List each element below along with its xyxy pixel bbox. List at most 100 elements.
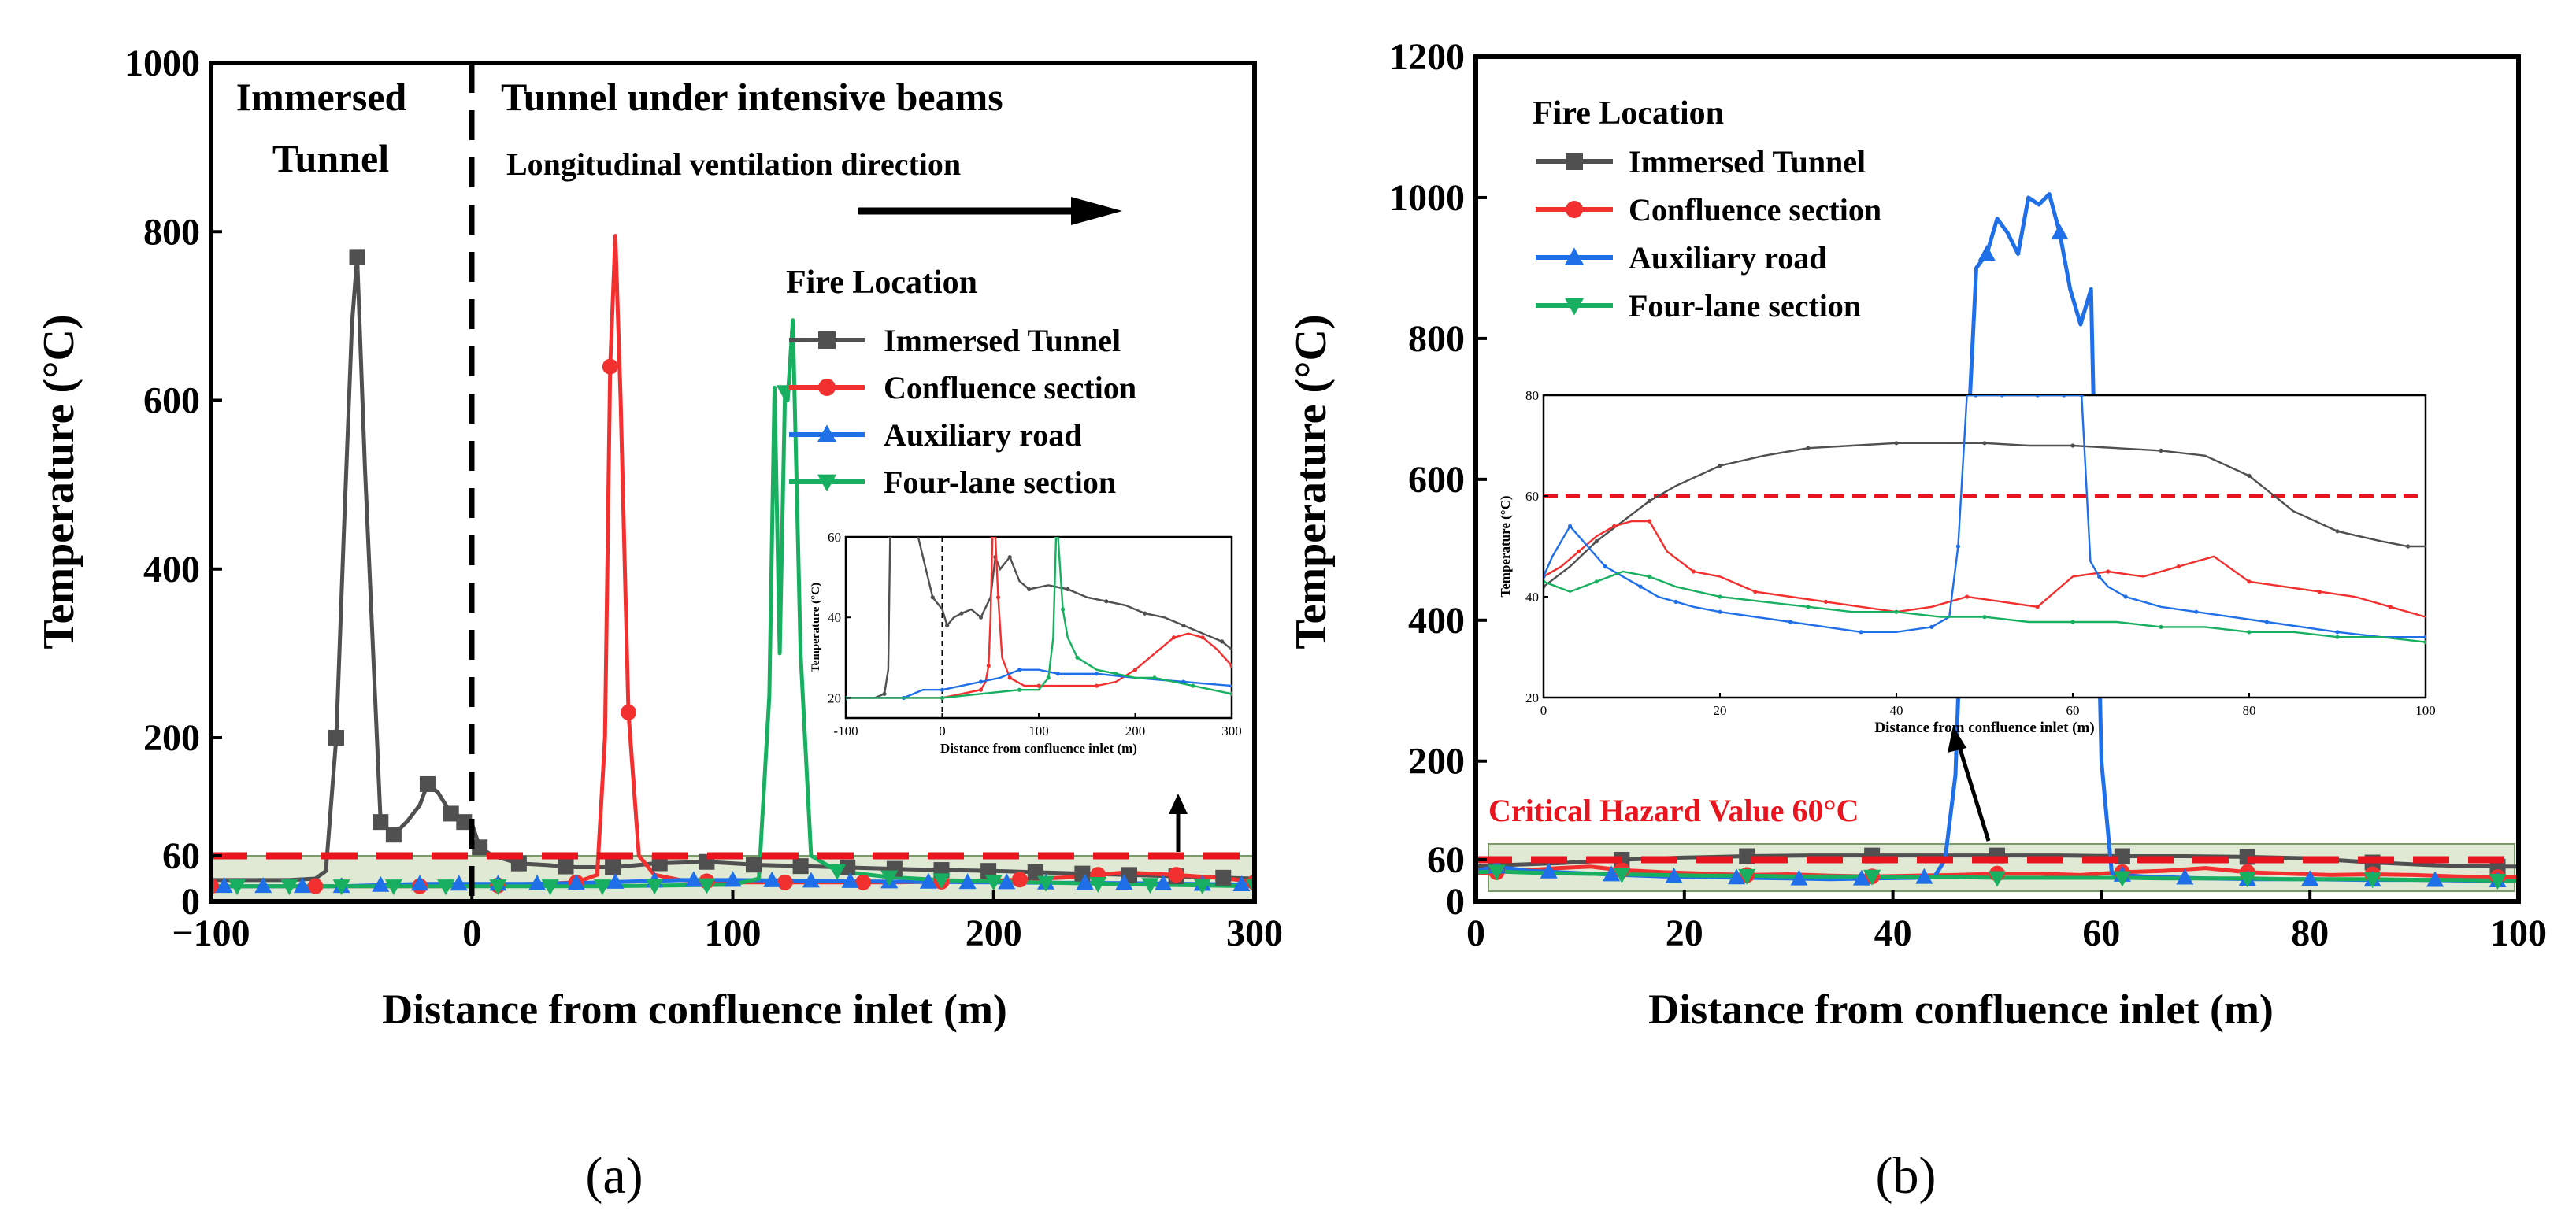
data-marker-fourlane	[2113, 871, 2131, 887]
inset-data-marker-confluence	[1577, 549, 1581, 554]
inset-data-marker-confluence	[2176, 564, 2181, 569]
data-marker-fourlane	[489, 879, 507, 896]
inset-x-tick-label: 0	[939, 724, 946, 738]
panel-b-inset-pointer-arrow-icon	[1948, 726, 1991, 842]
legend-marker-auxiliary	[1564, 247, 1585, 265]
series-line-fourlane	[211, 318, 1255, 889]
data-marker-immersed	[1739, 848, 1755, 864]
inset-data-marker-immersed	[911, 515, 915, 519]
inset-data-marker-auxiliary	[940, 687, 945, 692]
data-marker-fourlane	[2489, 874, 2507, 890]
x-tick-label: 100	[705, 912, 762, 954]
inset-x-tick-label: 20	[1714, 703, 1727, 718]
panel-a-region-left-label-2: Tunnel	[272, 136, 389, 180]
panel-a-markers-group	[211, 249, 1255, 896]
data-marker-immersed	[1215, 869, 1232, 886]
data-marker-fourlane	[437, 879, 455, 896]
inset-data-marker-immersed	[1718, 464, 1722, 468]
data-marker-auxiliary	[802, 872, 820, 888]
y-tick-label: 800	[1408, 318, 1465, 360]
data-marker-auxiliary	[1852, 869, 1870, 886]
inset-data-marker-auxiliary	[2335, 630, 2340, 635]
data-marker-immersed	[373, 814, 389, 831]
data-marker-confluence	[777, 874, 793, 890]
data-marker-fourlane	[880, 870, 899, 886]
inset-data-marker-immersed	[1104, 599, 1109, 604]
data-marker-confluence	[602, 358, 618, 375]
data-marker-fourlane	[1488, 864, 1506, 881]
inset-data-marker-auxiliary	[1974, 395, 1978, 398]
data-marker-immersed	[328, 730, 344, 746]
inset-data-marker-fourlane	[1982, 615, 1987, 620]
inset-y-tick-label: 20	[1525, 690, 1539, 705]
panel-b-hazard-label: Critical Hazard Value 60°C	[1488, 793, 1859, 828]
inset-y-axis-label: Temperature (°C)	[810, 583, 822, 672]
inset-data-marker-fourlane	[1718, 594, 1722, 599]
inset-data-marker-immersed	[1220, 639, 1225, 644]
data-marker-fourlane	[1193, 879, 1211, 895]
legend-label: Four-lane section	[884, 464, 1116, 500]
inset-data-marker-auxiliary	[1673, 599, 1678, 605]
data-marker-fourlane	[2363, 872, 2381, 889]
data-marker-fourlane	[1738, 868, 1756, 885]
panel-b-y-ticks: 060 200 400 600 800 1000 1200	[1389, 36, 1487, 923]
inset-data-marker-auxiliary	[1055, 672, 1061, 676]
inset-y-tick-label: 80	[1525, 388, 1539, 403]
panel-a-inset-frame	[844, 535, 1233, 720]
inset-series-line-auxiliary	[1544, 395, 2426, 638]
y-tick-label: 1000	[1389, 177, 1465, 219]
inset-data-marker-fourlane	[1046, 675, 1051, 680]
data-marker-fourlane	[1989, 871, 2006, 887]
data-marker-fourlane	[828, 864, 846, 880]
inset-data-marker-confluence	[1823, 599, 1828, 605]
inset-data-marker-auxiliary	[1017, 668, 1022, 672]
x-tick-label: 300	[1226, 912, 1283, 954]
inset-data-marker-auxiliary	[2264, 620, 2269, 624]
data-marker-auxiliary	[215, 877, 233, 894]
inset-data-marker-auxiliary	[2062, 395, 2066, 398]
inset-x-axis-label: Distance from confluence inlet (m)	[1874, 720, 2094, 736]
inset-data-marker-confluence	[2247, 579, 2252, 584]
inset-data-marker-immersed	[1066, 587, 1070, 592]
x-tick-label: −100	[172, 912, 250, 954]
y-tick-label: 60	[1427, 839, 1465, 881]
data-marker-auxiliary	[1115, 874, 1133, 890]
inset-data-marker-auxiliary	[1955, 544, 1960, 549]
inset-data-marker-auxiliary	[1544, 574, 1546, 579]
inset-data-marker-immersed	[1982, 441, 1987, 446]
x-tick-label: 100	[2490, 912, 2547, 954]
data-marker-auxiliary	[841, 872, 859, 888]
data-marker-auxiliary	[2176, 868, 2194, 885]
data-marker-fourlane	[1141, 878, 1159, 894]
inset-data-marker-confluence	[1753, 590, 1758, 594]
data-marker-auxiliary	[1076, 874, 1094, 890]
inset-data-marker-immersed	[1181, 623, 1186, 628]
x-tick-label: 60	[2082, 912, 2120, 954]
y-tick-label: 0	[1446, 881, 1465, 923]
inset-series-group	[846, 515, 1232, 718]
data-marker-auxiliary	[724, 871, 742, 887]
x-tick-label: 40	[1874, 912, 1912, 954]
inset-data-marker-auxiliary	[2123, 594, 2128, 599]
inset-data-marker-fourlane	[2247, 630, 2252, 635]
inset-data-marker-fourlane	[1054, 537, 1058, 539]
inset-data-marker-auxiliary	[1859, 630, 1863, 635]
data-marker-immersed	[840, 859, 856, 875]
inset-data-marker-fourlane	[1191, 683, 1195, 688]
inset-data-marker-confluence	[1691, 569, 1696, 574]
inset-y-tick-label: 40	[828, 610, 841, 625]
inset-data-marker-immersed	[930, 595, 935, 600]
legend-label: Confluence section	[1629, 192, 1881, 228]
data-marker-auxiliary	[1232, 875, 1251, 892]
inset-series-line-immersed	[846, 537, 1232, 699]
inset-series-group	[1544, 395, 2426, 645]
panel-a-ventilation-arrow-icon	[858, 197, 1122, 225]
inset-data-marker-auxiliary	[1603, 564, 1607, 569]
data-marker-auxiliary	[763, 871, 781, 887]
legend-marker-confluence	[818, 379, 836, 396]
inset-x-axis-label: Distance from confluence inlet (m)	[940, 741, 1137, 756]
data-marker-auxiliary	[372, 875, 390, 892]
data-marker-auxiliary	[528, 875, 547, 891]
